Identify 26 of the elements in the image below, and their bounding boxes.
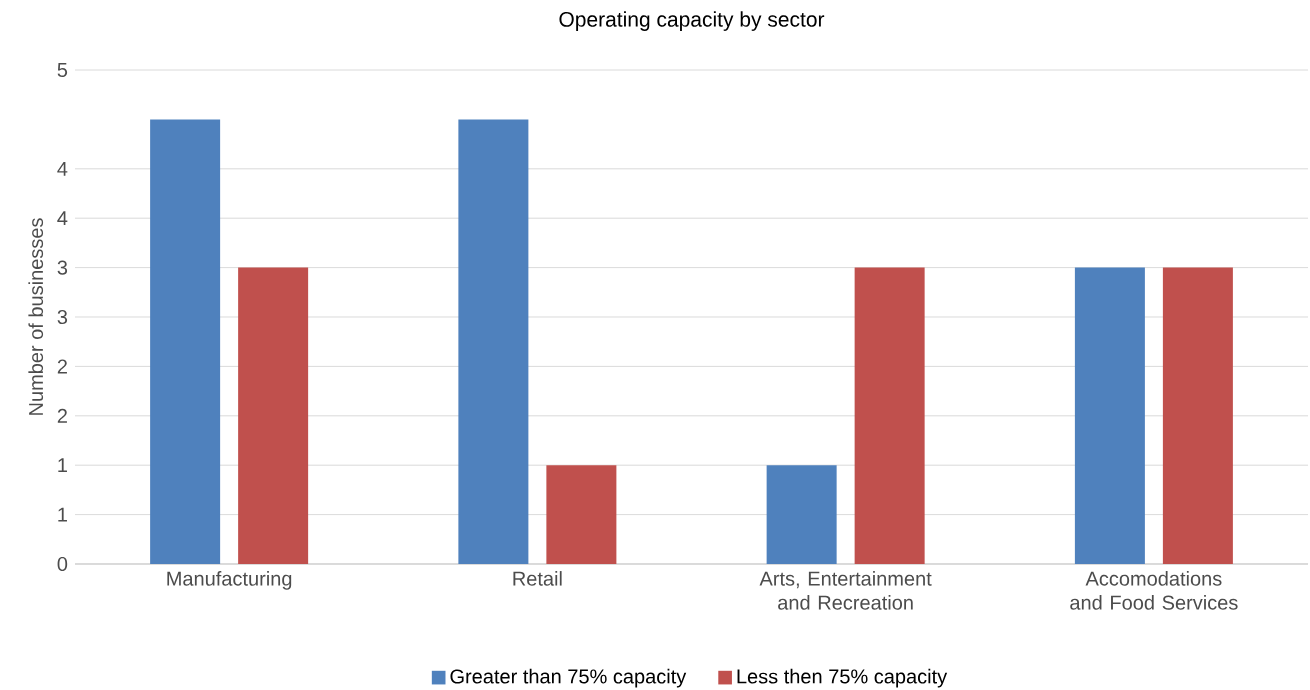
- y-tick-label: 3: [57, 309, 68, 325]
- legend-label: Less then 75% capacity: [737, 668, 948, 688]
- bar: [1162, 267, 1233, 564]
- bar: [238, 267, 309, 564]
- chart-title: Operating capacity by sector: [559, 11, 825, 31]
- bar: [546, 465, 617, 564]
- x-tick-label: Retail: [513, 571, 562, 586]
- bar: [458, 119, 529, 564]
- y-tick-label: 2: [57, 408, 67, 423]
- x-tick-label: Accomodations and Food Services: [1070, 571, 1238, 610]
- bar: [766, 465, 837, 564]
- y-tick-label: 4: [57, 211, 68, 226]
- legend-label: Greater than 75% capacity: [450, 668, 687, 688]
- y-tick-label: 3: [57, 260, 68, 275]
- bar: [854, 267, 925, 564]
- y-tick-label: 0: [57, 556, 68, 572]
- y-tick-label: 2: [57, 359, 67, 374]
- bar: [150, 119, 221, 564]
- x-tick-label: Manufacturing: [167, 571, 292, 590]
- y-tick-label: 5: [57, 63, 68, 77]
- y-tick-label: 1: [58, 507, 67, 522]
- x-tick-label: Arts, Entertainment and Recreation: [759, 571, 932, 610]
- y-tick-label: 1: [58, 458, 67, 473]
- y-axis-title: Number of businesses: [28, 218, 44, 415]
- y-tick-label: 4: [57, 161, 68, 176]
- bar: [1074, 267, 1145, 564]
